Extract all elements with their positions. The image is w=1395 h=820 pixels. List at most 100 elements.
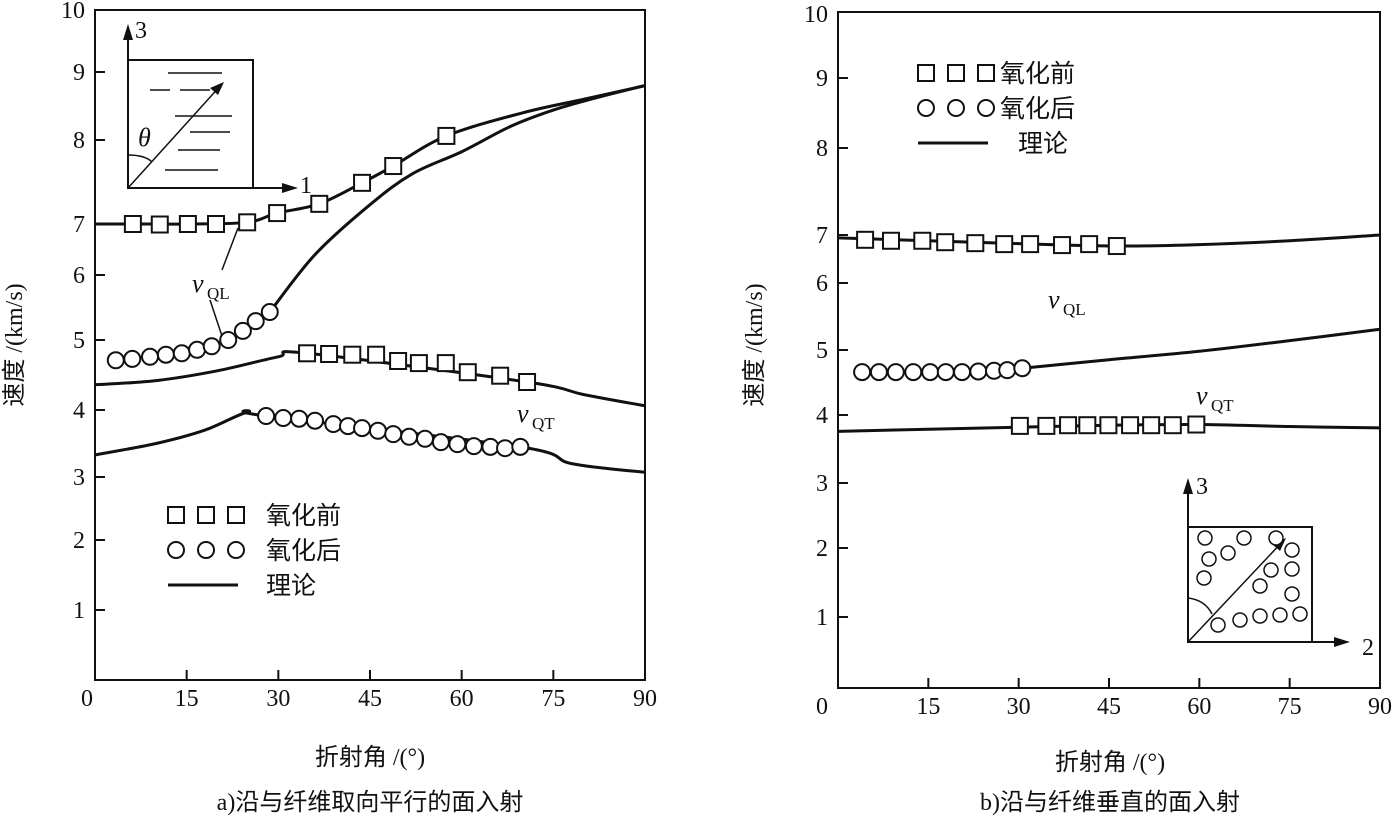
- y-tick-label: 8: [816, 136, 828, 162]
- data-point-square: [1078, 416, 1097, 435]
- fiber-cross-section: [1272, 607, 1288, 623]
- data-point-square: [856, 230, 875, 249]
- y-tick-label: 6: [816, 271, 828, 297]
- data-point-circle: [202, 337, 221, 356]
- data-point-circle: [368, 421, 387, 440]
- x-tick-label: 30: [266, 686, 290, 712]
- annotation-vqt-subscript: QT: [1211, 396, 1234, 415]
- data-point-square: [367, 345, 386, 364]
- data-point-square: [936, 233, 955, 252]
- incidence-ray: [127, 83, 223, 189]
- fiber-cross-section: [1284, 586, 1300, 602]
- data-point-square: [436, 354, 455, 373]
- x-tick-label: 90: [1368, 694, 1392, 720]
- legend-square-marker: [947, 64, 965, 82]
- y-tick-label: 1: [73, 598, 85, 624]
- data-point-circle: [936, 363, 955, 382]
- data-point-circle: [257, 407, 276, 426]
- data-point-circle: [448, 435, 467, 454]
- x-axis-label: 折射角 /(°): [315, 744, 425, 771]
- x-axis-label: 折射角 /(°): [1055, 749, 1165, 776]
- data-point-square: [491, 366, 510, 385]
- x-tick-label: 75: [1278, 694, 1302, 720]
- x-tick-label: 75: [541, 686, 565, 712]
- data-point-circle: [188, 340, 207, 359]
- annotation-vqt: v: [517, 399, 529, 428]
- legend-label: 理论: [266, 572, 316, 600]
- data-point-circle: [172, 344, 191, 363]
- y-axis-label: 速度 /(km/s): [741, 283, 768, 406]
- annotation-leader-line: [209, 299, 223, 337]
- data-point-circle: [353, 419, 372, 438]
- data-point-square: [384, 157, 403, 176]
- data-point-circle: [306, 411, 324, 430]
- data-point-circle: [141, 347, 159, 366]
- angle-arc: [1187, 597, 1213, 615]
- arrow-up-icon: [1183, 478, 1193, 494]
- data-point-circle: [431, 433, 450, 452]
- x-tick-label: 15: [175, 686, 199, 712]
- data-point-square: [178, 215, 197, 233]
- y-tick-label: 5: [73, 328, 85, 354]
- data-point-square: [913, 231, 932, 250]
- data-point-circle: [156, 345, 175, 364]
- panel-caption: a)沿与纤维取向平行的面入射: [217, 789, 524, 816]
- x-tick-label: 0: [816, 694, 828, 720]
- data-point-circle: [869, 363, 888, 382]
- data-point-square: [389, 352, 408, 370]
- y-tick-label: 2: [73, 528, 85, 554]
- theory-curve: [1022, 327, 1381, 370]
- annotation-vql-subscript: QL: [207, 284, 230, 303]
- data-point-circle: [953, 363, 972, 382]
- data-point-square: [409, 354, 428, 373]
- x-tick-label: 60: [1187, 694, 1211, 720]
- data-point-circle: [274, 409, 293, 428]
- inset-axis-label-3: 3: [1196, 474, 1208, 500]
- data-point-square: [881, 231, 900, 250]
- y-tick-label: 9: [816, 66, 828, 92]
- data-point-circle: [416, 429, 434, 448]
- legend-square-marker: [917, 64, 935, 82]
- y-tick-label: 4: [816, 403, 828, 429]
- data-point-circle: [246, 312, 265, 331]
- fiber-cross-section: [1196, 570, 1212, 586]
- inset-diagram: 32: [1183, 474, 1374, 661]
- data-point-circle: [969, 362, 988, 381]
- y-tick-label: 10: [804, 2, 828, 28]
- legend-circle-marker: [197, 541, 215, 559]
- data-point-circle: [496, 439, 515, 458]
- incidence-ray: [1187, 539, 1285, 643]
- data-point-square: [353, 173, 372, 192]
- fiber-cross-section: [1263, 562, 1279, 578]
- data-point-square: [1021, 235, 1040, 254]
- data-point-square: [1163, 416, 1182, 435]
- data-point-square: [268, 204, 287, 223]
- data-point-square: [966, 234, 985, 253]
- data-point-square: [1121, 416, 1140, 435]
- y-tick-label: 6: [73, 263, 85, 289]
- x-tick-label: 45: [1097, 694, 1121, 720]
- arrow-right-icon: [1334, 637, 1350, 647]
- legend-circle-marker: [227, 541, 245, 559]
- data-point-circle: [481, 437, 500, 456]
- y-tick-label: 2: [816, 536, 828, 562]
- data-point-circle: [464, 437, 483, 456]
- y-tick-label: 5: [816, 338, 828, 364]
- data-point-square: [1053, 236, 1072, 255]
- theory-curve: [94, 350, 646, 408]
- legend-label: 氧化后: [1000, 95, 1075, 123]
- data-point-square: [343, 345, 362, 364]
- y-tick-label: 9: [73, 60, 85, 86]
- inset-axis-label-3: 3: [135, 18, 147, 44]
- data-point-square: [310, 194, 329, 213]
- fiber-cross-section: [1252, 578, 1268, 594]
- legend-square-marker: [197, 506, 215, 524]
- data-point-square: [437, 126, 456, 145]
- fiber-cross-section: [1284, 542, 1300, 558]
- data-point-circle: [106, 351, 125, 370]
- legend-circle-marker: [917, 99, 935, 117]
- data-point-circle: [219, 331, 238, 349]
- annotation-vql: v: [192, 269, 204, 298]
